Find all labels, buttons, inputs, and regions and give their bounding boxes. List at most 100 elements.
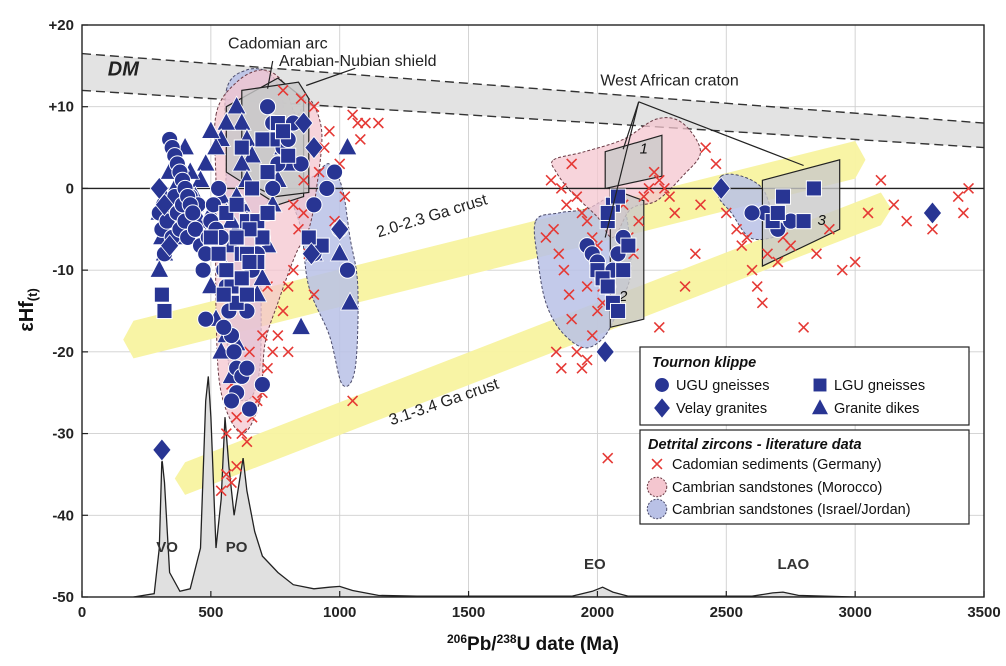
cross-point	[231, 460, 243, 472]
annotation-pointer	[638, 101, 804, 167]
cross-point	[849, 256, 861, 268]
cross-point	[720, 207, 732, 219]
circle-point	[194, 261, 212, 279]
square-point	[241, 221, 258, 238]
legend-label: Cadomian sediments (Germany)	[672, 457, 882, 473]
kde-peak-label: VO	[156, 539, 178, 556]
cross-point	[220, 468, 232, 480]
y-tick-label: -50	[52, 589, 74, 606]
y-tick-label: -10	[52, 262, 74, 279]
x-axis-part2: U date (Ma)	[517, 634, 619, 655]
circle-point	[204, 196, 222, 214]
triangle-point	[216, 111, 237, 131]
x-tick-label: 3500	[967, 604, 1000, 621]
square-point	[259, 164, 276, 181]
circle-point	[318, 179, 336, 197]
cross-point	[888, 199, 900, 211]
cross-point	[643, 182, 655, 194]
cross-point	[875, 174, 887, 186]
cross-point	[566, 313, 578, 325]
legend-label: UGU gneisses	[676, 378, 769, 394]
square-point	[233, 270, 250, 287]
series-diamond	[149, 111, 943, 462]
cross-point	[798, 321, 810, 333]
circle-point	[240, 400, 259, 418]
kde-area	[133, 376, 856, 597]
cross-point	[220, 428, 232, 440]
square-point	[228, 196, 245, 213]
diamond-point	[595, 340, 615, 364]
cross-point	[679, 280, 691, 292]
x-tick-label: 3000	[838, 604, 871, 621]
triangle-point	[149, 258, 170, 278]
x-tick-label: 1500	[452, 604, 485, 621]
cross-point	[339, 191, 351, 203]
cross-point	[287, 264, 299, 276]
cross-point	[308, 101, 320, 113]
cross-point	[664, 191, 676, 203]
cross-point	[602, 452, 614, 464]
cross-point	[762, 248, 774, 260]
cross-point	[282, 280, 294, 292]
square-point	[233, 139, 250, 156]
y-axis-sub: (t)	[25, 288, 40, 301]
cross-point	[262, 362, 274, 374]
square-point	[805, 180, 822, 197]
dm-label: DM	[108, 59, 140, 81]
cross-point	[354, 133, 366, 145]
cross-point	[700, 142, 712, 154]
plot-frame	[81, 24, 985, 598]
legend-label: Cambrian sandstones (Morocco)	[672, 480, 882, 496]
reference-box-label: 1	[640, 140, 648, 157]
cross-point	[576, 362, 588, 374]
legend-label: Velay granites	[676, 401, 767, 417]
square-point	[274, 123, 292, 140]
square-point	[300, 229, 317, 246]
x-tick-label: 500	[198, 604, 223, 621]
cross-point	[901, 215, 913, 227]
triangle-point	[200, 119, 221, 139]
diamond-point	[152, 438, 172, 462]
square-point	[215, 286, 232, 303]
y-tick-label: +10	[49, 99, 74, 116]
square-point	[769, 204, 786, 221]
series-square	[153, 115, 822, 320]
square-point	[599, 278, 616, 295]
axis-ticks: 0 500 1000 1500 2000 2500 3000 3500 +20 +10 0 -10 -2…	[49, 17, 1001, 621]
triangle-point	[195, 152, 216, 172]
dm-band	[82, 52, 984, 149]
cross-point	[638, 191, 650, 203]
legend-tournon-box	[639, 346, 970, 426]
cross-point	[862, 207, 874, 219]
cross-point	[952, 191, 964, 203]
diamond-point	[160, 233, 180, 258]
legend-label: Granite dikes	[834, 401, 919, 417]
cross-point	[244, 346, 256, 358]
square-point	[620, 237, 637, 254]
square-point	[228, 229, 245, 246]
cross-point	[359, 117, 371, 129]
legend-marker-triangle	[810, 397, 830, 415]
triangle-point	[329, 242, 350, 262]
y-axis-title: εHf(t)	[16, 288, 40, 332]
x-axis-part1: Pb/	[467, 634, 497, 655]
cross-point	[581, 215, 593, 227]
square-point	[254, 131, 271, 148]
cross-point	[756, 297, 768, 309]
circle-point	[338, 261, 357, 279]
cross-point	[785, 240, 797, 252]
x-axis-title: 206Pb/238U date (Ma)	[447, 632, 619, 655]
square-point	[238, 286, 255, 303]
square-point	[218, 262, 235, 279]
x-axis-sup2: 238	[497, 632, 517, 646]
legend-label: Cambrian sandstones (Israel/Jordan)	[672, 502, 911, 518]
cross-point	[591, 305, 603, 317]
cross-point	[633, 215, 645, 227]
cross-point	[560, 199, 573, 211]
cross-point	[566, 158, 578, 170]
legend-marker-diamond	[653, 397, 671, 419]
triangle-point	[200, 275, 221, 295]
dm-upper-line	[82, 52, 984, 124]
cross-point	[548, 223, 560, 235]
dm-lower-line	[82, 89, 984, 149]
